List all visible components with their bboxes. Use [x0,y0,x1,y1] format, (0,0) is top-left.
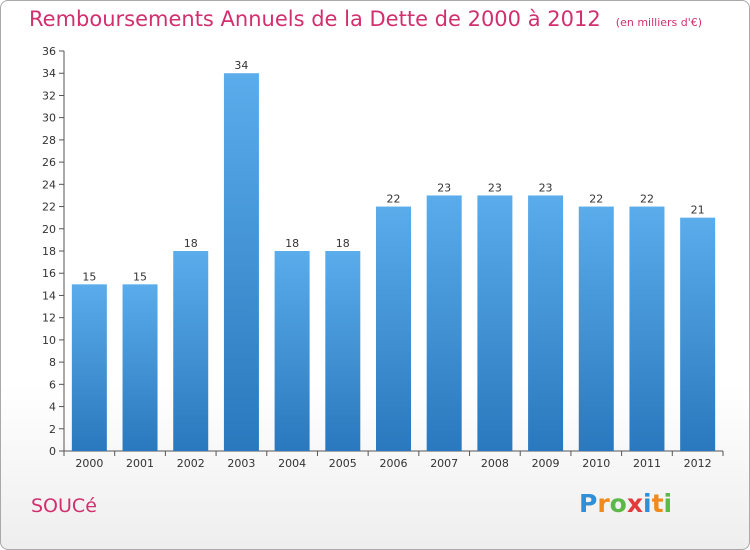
y-tick-label: 4 [49,401,56,414]
x-tick-label: 2012 [684,457,712,470]
y-tick-label: 16 [42,267,56,280]
logo-letter: t [651,489,664,518]
data-label: 23 [488,181,502,194]
bar [426,195,462,451]
bar [477,195,513,451]
logo-letter: P [579,489,598,518]
logo-letter: i [643,489,652,518]
bar [680,217,716,451]
x-tick-label: 2008 [481,457,509,470]
data-label: 23 [437,181,451,194]
bar [325,251,361,451]
y-tick-label: 18 [42,245,56,258]
bar [274,251,310,451]
data-label: 18 [184,237,198,250]
x-tick-label: 2002 [177,457,205,470]
commune-name: SOUCé [31,495,97,517]
data-label: 22 [640,193,654,206]
bar [71,284,107,451]
logo-letter: o [609,489,627,518]
x-tick-label: 2004 [278,457,306,470]
logo-letter: x [626,489,643,518]
x-tick-label: 2000 [75,457,103,470]
bar [376,206,411,451]
proxiti-logo: Proxiti [579,489,672,518]
x-tick-label: 2011 [633,457,661,470]
y-tick-label: 14 [42,289,56,302]
data-label: 18 [285,237,299,250]
x-tick-label: 2006 [380,457,408,470]
y-tick-label: 36 [42,45,56,58]
y-tick-label: 22 [42,201,56,214]
data-label: 15 [82,270,96,283]
y-tick-label: 20 [42,223,56,236]
x-tick-label: 2009 [532,457,560,470]
x-tick-label: 2001 [126,457,154,470]
y-tick-label: 26 [42,156,56,169]
y-tick-label: 8 [49,356,56,369]
chart-title: Remboursements Annuels de la Dette de 20… [29,7,601,31]
data-label: 23 [539,181,553,194]
logo-letter: i [663,489,673,518]
bar [223,73,259,451]
bar [578,206,614,451]
unit-note: (en milliers d'€) [615,16,703,29]
data-label: 22 [387,193,401,206]
y-tick-label: 28 [42,134,56,147]
y-tick-label: 30 [42,112,56,125]
y-tick-label: 12 [42,312,56,325]
bar [528,195,564,451]
y-tick-label: 32 [42,89,56,102]
title-row: Remboursements Annuels de la Dette de 20… [29,7,702,31]
logo-letter: r [597,489,610,518]
y-tick-label: 0 [49,445,56,458]
y-tick-label: 6 [49,378,56,391]
y-tick-label: 10 [42,334,56,347]
x-tick-label: 2007 [430,457,458,470]
x-tick-label: 2003 [227,457,255,470]
data-label: 15 [133,270,147,283]
x-tick-label: 2010 [582,457,610,470]
data-label: 21 [691,204,705,217]
bar [173,251,209,451]
y-tick-label: 34 [42,67,56,80]
y-tick-label: 2 [49,423,56,436]
data-label: 34 [234,59,248,72]
x-tick-label: 2005 [329,457,357,470]
y-tick-label: 24 [42,178,56,191]
bar [629,206,665,451]
data-label: 18 [336,237,350,250]
data-label: 22 [589,193,603,206]
bar [122,284,158,451]
